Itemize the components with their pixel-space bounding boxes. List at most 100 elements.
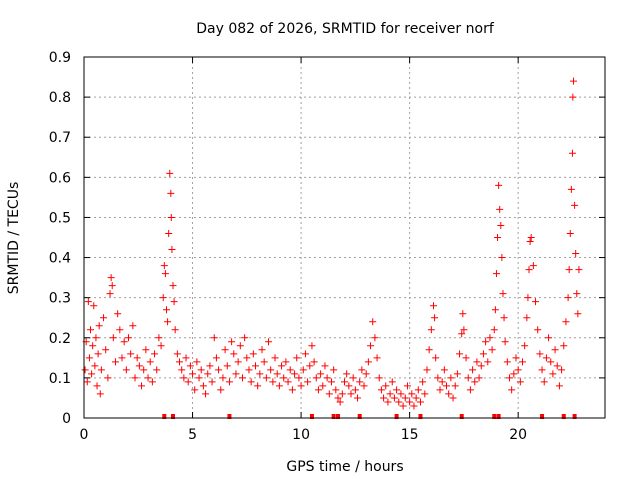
data-point: [453, 370, 461, 378]
data-point: [219, 374, 227, 382]
data-point: [182, 354, 190, 362]
data-point: [430, 302, 438, 310]
data-point: [473, 358, 481, 366]
data-point: [338, 390, 346, 398]
data-point: [458, 330, 466, 338]
data-point: [562, 318, 570, 326]
data-point: [184, 378, 192, 386]
data-point: [503, 358, 511, 366]
data-point: [399, 402, 407, 410]
baseline-mark: [335, 414, 340, 419]
data-point: [570, 77, 578, 85]
data-point: [488, 346, 496, 354]
x-tick-label: 10: [292, 427, 310, 443]
data-point: [275, 382, 283, 390]
data-point: [567, 185, 575, 193]
data-point: [271, 354, 279, 362]
data-point: [230, 350, 238, 358]
data-point: [514, 366, 522, 374]
data-point: [310, 358, 318, 366]
data-point: [319, 382, 327, 390]
data-point: [395, 398, 403, 406]
data-point: [538, 366, 546, 374]
data-point: [131, 374, 139, 382]
data-point: [525, 266, 533, 274]
baseline-mark: [357, 414, 362, 419]
data-point: [510, 370, 518, 378]
data-point: [308, 342, 316, 350]
data-point: [234, 358, 242, 366]
data-point: [151, 350, 159, 358]
data-point: [208, 378, 216, 386]
y-tick-label: 0.4: [49, 251, 71, 267]
data-point: [164, 318, 172, 326]
data-point: [146, 358, 154, 366]
data-point: [382, 382, 390, 390]
data-point: [297, 382, 305, 390]
data-point: [371, 334, 379, 342]
data-point: [558, 366, 566, 374]
data-point: [434, 374, 442, 382]
data-point: [436, 386, 444, 394]
data-point: [551, 346, 559, 354]
axis-ticks: 0 5 10 15 20 0 0.1 0.2 0.3 0.4 0.5 0.6 0.7 0.8 0.9: [49, 50, 605, 443]
data-point: [221, 346, 229, 354]
data-point: [479, 350, 487, 358]
data-point: [491, 306, 499, 314]
data-point: [217, 386, 225, 394]
data-point: [464, 374, 472, 382]
data-point: [167, 189, 175, 197]
data-point: [356, 378, 364, 386]
data-point: [526, 238, 534, 246]
data-point: [251, 362, 259, 370]
data-point: [369, 318, 377, 326]
y-tick-label: 0.9: [49, 50, 71, 66]
data-point: [500, 314, 508, 322]
data-point: [238, 374, 246, 382]
data-point: [176, 358, 184, 366]
data-point: [341, 378, 348, 386]
data-point: [312, 374, 320, 382]
data-point: [547, 358, 555, 366]
data-point: [451, 382, 459, 390]
data-point: [286, 366, 294, 374]
data-point: [167, 213, 175, 221]
data-point: [142, 346, 150, 354]
data-point: [349, 374, 357, 382]
y-tick-label: 0.8: [49, 90, 71, 106]
data-point: [523, 314, 531, 322]
x-tick-label: 15: [401, 427, 419, 443]
data-point: [193, 358, 201, 366]
data-point: [118, 354, 126, 362]
data-point: [360, 382, 368, 390]
data-point: [111, 358, 119, 366]
data-point: [362, 370, 370, 378]
baseline-mark: [496, 414, 501, 419]
data-point: [397, 390, 405, 398]
data-point: [553, 362, 561, 370]
data-point: [212, 354, 220, 362]
data-point: [228, 338, 236, 346]
data-point: [330, 366, 338, 374]
data-point: [486, 334, 494, 342]
data-point: [573, 290, 581, 298]
data-point: [499, 290, 507, 298]
data-point: [96, 390, 104, 398]
data-point: [529, 262, 537, 270]
y-tick-label: 0.1: [49, 371, 71, 387]
data-point: [161, 270, 169, 278]
data-point: [471, 378, 479, 386]
data-points: [81, 77, 583, 410]
data-point: [165, 229, 173, 237]
data-point: [195, 374, 203, 382]
baseline-mark: [331, 414, 336, 419]
data-point: [254, 382, 262, 390]
data-point: [345, 382, 353, 390]
data-point: [144, 374, 152, 382]
data-point: [347, 390, 355, 398]
data-point: [295, 374, 303, 382]
data-point: [191, 386, 199, 394]
data-point: [157, 342, 165, 350]
data-point: [135, 362, 143, 370]
baseline-mark: [572, 414, 577, 419]
